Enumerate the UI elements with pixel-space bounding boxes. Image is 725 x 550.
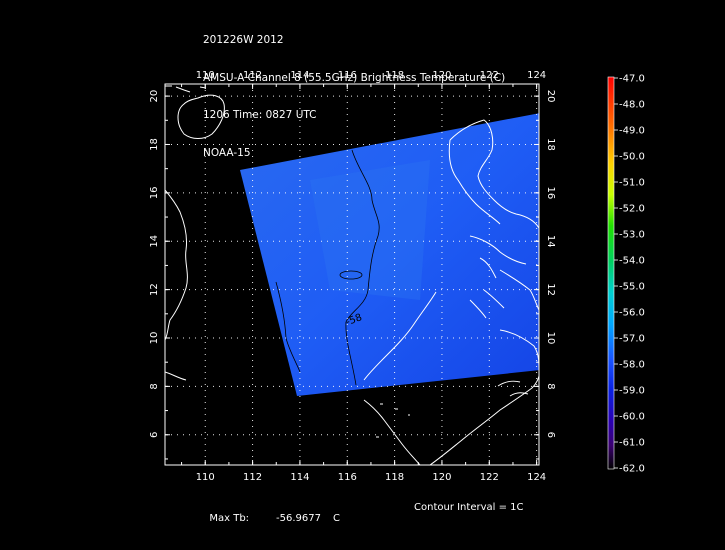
lat-label-right: 16 [545, 186, 556, 199]
lat-label-left: 6 [149, 432, 160, 438]
contour-value-label: -58 [345, 312, 364, 328]
vietnam-coast [165, 189, 188, 341]
china-coast [165, 85, 207, 93]
lat-label-right: 6 [545, 432, 556, 438]
colorbar-label: -59.0 [619, 386, 645, 397]
colorbar [607, 76, 615, 470]
colorbar-label: -55.0 [619, 282, 645, 293]
philippines-islands [469, 235, 539, 319]
chart-header: 201226W 2012 AMSU-A Channel 8 (55.5GHz) … [203, 9, 505, 172]
coastline-group [165, 85, 539, 465]
axis-ticks [165, 84, 539, 465]
lon-label-top: 120 [432, 70, 451, 81]
max-tb-label: Max Tb: [209, 513, 250, 524]
lon-label-bottom: 116 [338, 472, 357, 483]
lat-label-right: 10 [545, 332, 556, 345]
lat-label-left: 12 [149, 283, 160, 296]
colorbar-label: -58.0 [619, 360, 645, 371]
lat-label-left: 18 [149, 138, 160, 151]
lat-label-left: 16 [149, 186, 160, 199]
lat-label-left: 8 [149, 383, 160, 389]
storm-id-title: 201226W 2012 [203, 34, 284, 46]
colorbar-label: -57.0 [619, 334, 645, 345]
lat-labels-right: 6 8 10 12 14 16 18 20 [545, 90, 556, 438]
lat-labels-left: 6 8 10 12 14 16 18 20 [149, 90, 160, 438]
luzon-coast [448, 119, 539, 229]
colorbar-label: -50.0 [619, 152, 645, 163]
colorbar-labels: -47.0 -48.0 -49.0 -50.0 -51.0 -52.0 -53.0 -54.0… [614, 74, 645, 475]
lat-label-left: 14 [149, 235, 160, 248]
colorbar-label: -54.0 [619, 256, 645, 267]
lon-label-top: 110 [196, 70, 215, 81]
colorbar-label: -61.0 [619, 438, 645, 449]
sulu-islands [497, 380, 529, 397]
max-tb-readout: Max Tb: -56.9677 C [203, 502, 340, 524]
lon-label-bottom: 110 [196, 472, 215, 483]
lon-label-bottom: 118 [385, 472, 404, 483]
swath-overlay [240, 113, 539, 396]
colorbar-label: -47.0 [619, 74, 645, 85]
satellite-name: NOAA-15 [203, 146, 251, 159]
reef-dots [376, 403, 410, 438]
lat-label-right: 14 [545, 235, 556, 248]
lon-label-bottom: 124 [527, 472, 546, 483]
contour-closed [339, 270, 363, 280]
lat-label-right: 8 [545, 383, 556, 389]
lat-label-right: 20 [545, 90, 556, 103]
colorbar-label: -56.0 [619, 308, 645, 319]
lon-label-bottom: 122 [480, 472, 499, 483]
observation-time: 1206 Time: 0827 UTC [203, 109, 317, 121]
max-tb-unit: C [333, 513, 340, 524]
colorbar-label: -48.0 [619, 100, 645, 111]
lat-label-right: 12 [545, 283, 556, 296]
palawan-coast [363, 291, 437, 381]
borneo-coast [363, 375, 539, 465]
colorbar-label: -51.0 [619, 178, 645, 189]
map-frame [164, 83, 540, 466]
swath-warm-region [310, 160, 430, 300]
lon-label-bottom: 120 [432, 472, 451, 483]
map-content [165, 85, 539, 465]
lon-label-top: 116 [338, 70, 357, 81]
lat-label-left: 10 [149, 332, 160, 345]
contour-line [345, 149, 380, 386]
colorbar-label: -62.0 [619, 464, 645, 475]
lon-label-top: 118 [385, 70, 404, 81]
lon-labels-bottom: 110 112 114 116 118 120 122 124 [196, 472, 546, 483]
lon-label-top: 124 [527, 70, 546, 81]
contour-interval-text: Contour Interval = 1C [414, 502, 524, 513]
lon-label-top: 122 [480, 70, 499, 81]
colorbar-label: -52.0 [619, 204, 645, 215]
vietnam-coast-south [165, 371, 187, 381]
lon-labels-top: 110 112 114 116 118 120 122 124 [196, 70, 546, 81]
product-title: AMSU-A Channel 8 (55.5GHz) Brightness Te… [203, 71, 506, 84]
lon-label-top: 112 [243, 70, 262, 81]
hainan-coast [177, 94, 225, 139]
lon-label-bottom: 112 [243, 472, 262, 483]
colorbar-label: -60.0 [619, 412, 645, 423]
lon-label-top: 114 [290, 70, 309, 81]
max-tb-value: -56.9677 [276, 513, 322, 524]
lat-label-right: 18 [545, 138, 556, 151]
graticule [165, 84, 539, 465]
lon-label-bottom: 114 [290, 472, 309, 483]
colorbar-label: -49.0 [619, 126, 645, 137]
lat-label-left: 20 [149, 90, 160, 103]
colorbar-label: -53.0 [619, 230, 645, 241]
